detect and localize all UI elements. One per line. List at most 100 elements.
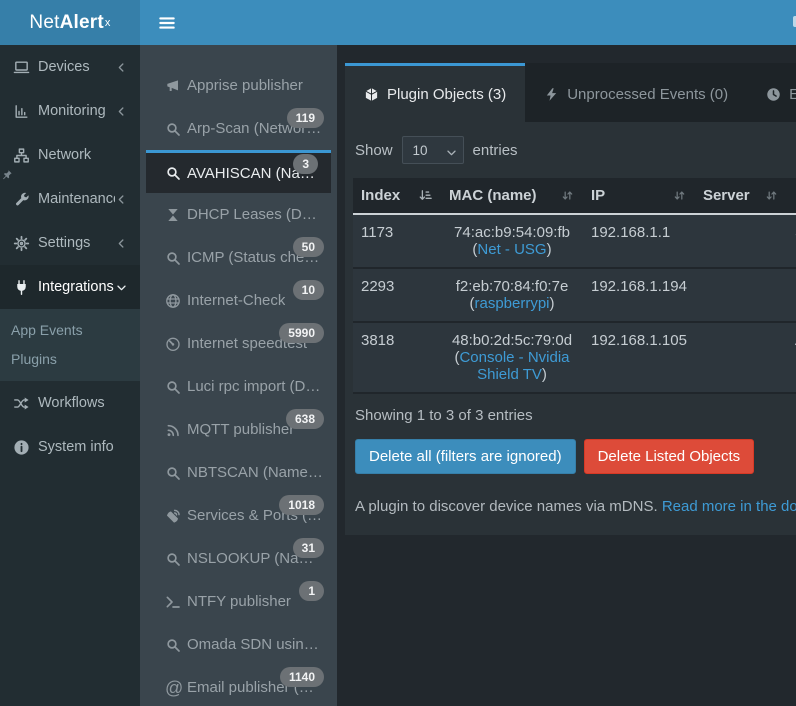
cell-ip: 192.168.1.1 [583, 214, 695, 269]
plugin-item-label: Internet-Check [187, 292, 286, 309]
sidebar-item-label: Integrations [38, 279, 114, 295]
plugin-count-badge: 31 [292, 538, 324, 558]
search-icon [167, 380, 180, 394]
column-header-ip[interactable]: IP [583, 178, 695, 215]
plugin-item-label: MQTT publisher [187, 421, 295, 438]
docs-link[interactable]: Read more in the docs. [661, 498, 796, 515]
tab-label: Events History (6) [789, 85, 796, 103]
table-row: 3818 48:b0:2d:5c:79:0d (Console - Nvidia S… [353, 322, 796, 394]
plugin-item-avahiscan-name[interactable]: AVAHISCAN (Name …3 [146, 150, 331, 193]
plugin-item-nslookup-name[interactable]: NSLOOKUP (Name …31 [140, 537, 337, 580]
hourglass-icon [168, 208, 178, 221]
sidebar-item-monitoring[interactable]: Monitoring [0, 89, 140, 133]
delete-all-button[interactable]: Delete all (filters are ignored) [355, 439, 576, 474]
cell-name: Se [786, 214, 796, 269]
tab-bar: Plugin Objects (3) Unprocessed Events (0)… [345, 63, 796, 122]
at-icon: @ [165, 677, 184, 698]
device-name-link[interactable]: raspberrypi [474, 295, 550, 312]
sidebar-item-workflows[interactable]: Workflows [0, 381, 140, 425]
chevron-left-icon [118, 238, 124, 248]
column-header-index[interactable]: Index [353, 178, 441, 215]
device-name-link[interactable]: Console - Nvidia Shield TV [459, 349, 570, 383]
plugin-item-arp-scan-network[interactable]: Arp-Scan (Network … 119 [140, 107, 337, 150]
chevron-left-icon [118, 194, 124, 204]
pin-sidebar-icon[interactable] [1, 168, 16, 186]
device-name-link[interactable]: Net - USG [477, 241, 547, 258]
column-label: Index [361, 187, 401, 204]
plugin-item-mqtt-publisher[interactable]: MQTT publisher 638 [140, 408, 337, 451]
plugin-item-internet-check[interactable]: Internet-Check 10 [140, 279, 337, 322]
column-header-mac-name[interactable]: MAC (name) [441, 178, 583, 215]
cell-name: ra [786, 268, 796, 323]
search-icon [167, 466, 180, 480]
laptop-icon [13, 60, 30, 73]
tab-plugin-objects-3[interactable]: Plugin Objects (3) [345, 63, 526, 122]
submenu-item-plugins[interactable]: Plugins [11, 350, 57, 367]
sidebar-item-label: Network [38, 147, 92, 163]
plugin-item-omada-sdn-using[interactable]: Omada SDN using … [140, 623, 337, 666]
plugin-count-badge: 50 [292, 237, 324, 257]
sidebar-item-network[interactable]: Network [0, 133, 140, 177]
sort-both-icon [562, 191, 573, 200]
cell-index: 3818 [353, 322, 441, 394]
sidebar-item-label: Maintenance [38, 191, 115, 207]
hamburger-menu-icon[interactable] [148, 0, 186, 45]
plugin-item-apprise-publisher[interactable]: Apprise publisher [140, 64, 337, 107]
plugin-item-icmp-status-check[interactable]: ICMP (Status check) 50 [140, 236, 337, 279]
plugin-item-label: Omada SDN using … [187, 636, 323, 653]
column-label: Server [702, 187, 750, 204]
plugin-item-internet-speedtest[interactable]: Internet speedtest 5990 [140, 322, 337, 365]
navbar-edge-icon[interactable] [793, 16, 796, 27]
plugin-item-luci-rpc-import-de[interactable]: Luci rpc import (De… [140, 365, 337, 408]
plugin-item-email-publisher-s[interactable]: @ Email publisher (S… 1140 [140, 666, 337, 706]
plugin-description: A plugin to discover device names via mD… [355, 498, 796, 515]
plug-icon [17, 279, 26, 295]
plugin-item-services-ports-n[interactable]: Services & Ports (N… 1018 [140, 494, 337, 537]
bolt-icon [547, 87, 557, 101]
sidebar-item-settings[interactable]: Settings [0, 221, 140, 265]
plugin-item-nbtscan-name-di[interactable]: NBTSCAN (Name di… [140, 451, 337, 494]
table-row: 1173 74:ac:b9:54:09:fb (Net - USG) 192.168.… [353, 214, 796, 269]
logo-text-regular: Net [29, 11, 60, 33]
plugin-count-badge: 1018 [279, 495, 324, 515]
column-header-server[interactable]: Server [694, 178, 787, 215]
gear-icon [13, 235, 30, 251]
cell-name: An [786, 322, 796, 394]
sidebar-item-devices[interactable]: Devices [0, 45, 140, 89]
sidebar-item-label: System info [38, 439, 114, 455]
plugins-sidebar: Apprise publisher Arp-Scan (Network … 119 A… [140, 45, 337, 706]
plugin-count-badge: 1 [299, 581, 324, 601]
plugin-item-dhcp-leases-devic[interactable]: DHCP Leases (Devic… [140, 193, 337, 236]
plugin-objects-table: Index MAC (name) IP Server Name 117374:ac:b9… [353, 178, 796, 394]
tab-unprocessed-events-0[interactable]: Unprocessed Events (0) [525, 63, 747, 122]
app-logo[interactable]: Net Alert x [0, 0, 140, 45]
cube-icon [365, 87, 378, 101]
logo-superscript: x [104, 16, 111, 29]
delete-listed-button[interactable]: Delete Listed Objects [583, 439, 755, 474]
plugin-item-label: Luci rpc import (De… [187, 378, 323, 395]
speedtest-icon [166, 337, 180, 351]
column-label: MAC (name) [449, 187, 537, 204]
search-icon [167, 122, 180, 136]
info-icon [14, 439, 29, 455]
submenu-item-app-events[interactable]: App Events [11, 321, 83, 338]
column-header-name[interactable]: Name [786, 178, 796, 215]
sort-both-icon [674, 191, 685, 200]
plugin-item-ntfy-publisher[interactable]: NTFY publisher 1 [140, 580, 337, 623]
logo-text-bold: Alert [59, 11, 104, 33]
plugin-description-text: A plugin to discover device names via mD… [355, 498, 658, 515]
cell-mac: 74:ac:b9:54:09:fb (Net - USG) [441, 214, 583, 269]
tab-events-history-6[interactable]: Events History (6) [747, 63, 796, 122]
wrench-icon [16, 192, 29, 205]
cell-ip: 192.168.1.194 [583, 268, 695, 323]
sidebar-item-maintenance[interactable]: Maintenance [0, 177, 140, 221]
sidebar-item-integrations[interactable]: Integrations [0, 265, 140, 309]
page-size-select[interactable]: 10 [401, 136, 464, 164]
chevron-left-icon [118, 62, 124, 72]
sort-amount-icon [419, 190, 432, 200]
sidebar-item-system-info[interactable]: System info [0, 425, 140, 469]
plugin-item-label: NBTSCAN (Name di… [187, 464, 323, 481]
plugin-count-badge: 10 [292, 280, 324, 300]
column-label: Name [795, 187, 796, 204]
cell-server [694, 322, 787, 394]
